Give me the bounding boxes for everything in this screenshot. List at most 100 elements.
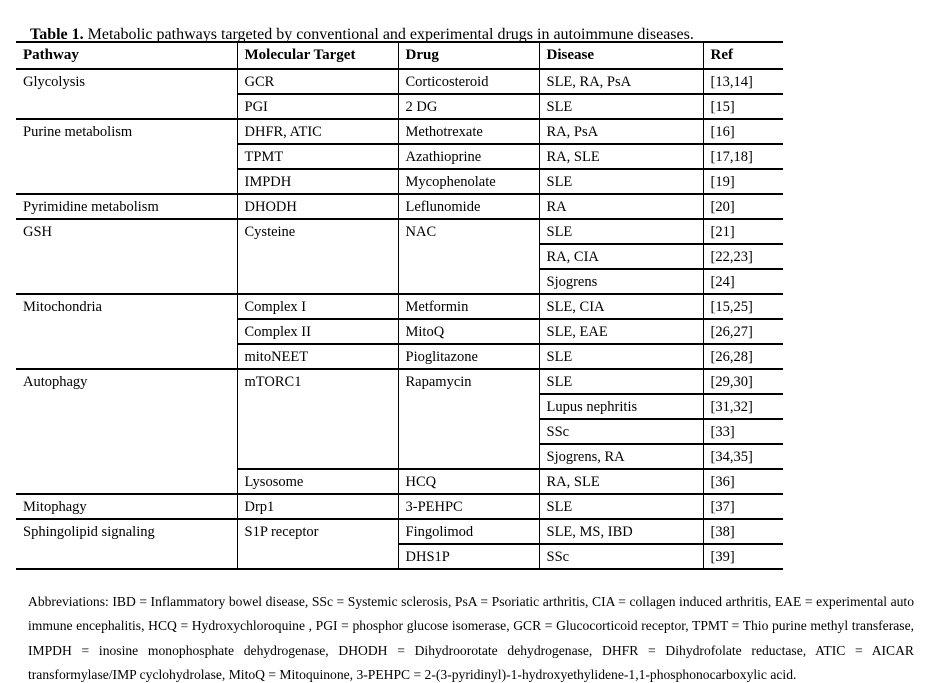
column-header-disease: Disease [538,41,703,70]
column-header-ref: Ref [702,41,783,70]
cell-ref: [39] [702,544,783,570]
cell-target: GCR [236,69,398,95]
cell-disease: RA [538,194,703,220]
cell-disease: RA, PsA [538,119,703,145]
table-row: RA, CIA [22,23] [16,244,783,270]
cell-disease: RA, SLE [538,144,703,170]
abbreviations-note: Abbreviations: IBD = Inflammatory bowel … [28,593,914,683]
cell-disease: SLE [538,494,703,520]
cell-disease: SLE, RA, PsA [538,69,703,95]
table-row: Autophagy mTORC1 Rapamycin SLE [29,30] [16,369,783,495]
table-row: Purine metabolism DHFR, ATIC Methotrexate R… [16,119,783,195]
table-header-row: Pathway Molecular Target Drug Disease Ref [16,41,783,70]
cell-pathway: Pyrimidine metabolism [16,194,237,220]
cell-drug: 3-PEHPC [397,494,539,520]
table-row: Sjogrens [24] [16,269,783,295]
table-row: DHS1P SSc [39] [16,544,783,570]
table-row: GSH Cysteine NAC SLE [21] [16,219,783,295]
cell-drug: Mycophenolate [397,169,539,195]
cell-ref: [20] [702,194,783,220]
cell-target: Drp1 [236,494,398,520]
table-caption: Table 1. Metabolic pathways targeted by … [30,25,694,45]
table-row: SSc [33] [16,419,783,445]
cell-ref: [16] [702,119,783,145]
cell-ref: [15,25] [702,294,783,320]
cell-ref: [33] [702,419,783,445]
cell-ref: [15] [702,94,783,120]
cell-target: Complex II [236,319,398,345]
column-header-target: Molecular Target [236,41,398,70]
cell-disease: SLE, EAE [538,319,703,345]
cell-target: mitoNEET [236,344,398,370]
cell-drug: DHS1P [397,544,539,570]
cell-ref: [38] [702,519,783,545]
cell-ref: [26,28] [702,344,783,370]
cell-pathway: Mitochondria [16,294,237,370]
metabolic-pathways-table: Pathway Molecular Target Drug Disease Ref Gl… [16,41,783,570]
cell-ref: [17,18] [702,144,783,170]
cell-drug: Pioglitazone [397,344,539,370]
cell-pathway: GSH [16,219,237,295]
cell-disease: SLE [538,369,703,395]
cell-drug: Metformin [397,294,539,320]
cell-disease: SLE [538,344,703,370]
cell-target: mTORC1 [236,369,398,470]
cell-disease: SLE, MS, IBD [538,519,703,545]
cell-pathway: Autophagy [16,369,237,495]
cell-drug: Fingolimod [397,519,539,545]
cell-drug: MitoQ [397,319,539,345]
table-row: Complex II MitoQ SLE, EAE [26,27] [16,319,783,345]
cell-disease: Sjogrens, RA [538,444,703,470]
column-header-drug: Drug [397,41,539,70]
table-row: Lupus nephritis [31,32] [16,394,783,420]
table-caption-label: Table 1. [30,26,84,43]
cell-ref: [36] [702,469,783,495]
cell-disease: SLE, CIA [538,294,703,320]
cell-ref: [34,35] [702,444,783,470]
cell-ref: [37] [702,494,783,520]
cell-drug: Rapamycin [397,369,539,470]
cell-target: DHFR, ATIC [236,119,398,145]
cell-drug: Corticosteroid [397,69,539,95]
cell-disease: RA, CIA [538,244,703,270]
cell-drug: HCQ [397,469,539,495]
cell-ref: [24] [702,269,783,295]
cell-pathway: Sphingolipid signaling [16,519,237,570]
cell-pathway: Purine metabolism [16,119,237,195]
cell-target: IMPDH [236,169,398,195]
cell-drug: NAC [397,219,539,295]
table-header: Pathway Molecular Target Drug Disease Ref [16,41,783,70]
table-row: Sphingolipid signaling S1P receptor Fingol… [16,519,783,570]
cell-target: S1P receptor [236,519,398,570]
table-row: Mitochondria Complex I Metformin SLE, CIA [1… [16,294,783,370]
cell-ref: [26,27] [702,319,783,345]
cell-disease: Sjogrens [538,269,703,295]
cell-disease: SLE [538,219,703,245]
cell-target: PGI [236,94,398,120]
table-row: Lysosome HCQ RA, SLE [36] [16,469,783,495]
table-row: TPMT Azathioprine RA, SLE [17,18] [16,144,783,170]
cell-disease: SSc [538,419,703,445]
table-row: IMPDH Mycophenolate SLE [19] [16,169,783,195]
cell-target: Lysosome [236,469,398,495]
table-row: Pyrimidine metabolism DHODH Leflunomide RA[… [16,194,783,220]
cell-drug: 2 DG [397,94,539,120]
cell-drug: Leflunomide [397,194,539,220]
table-row: Glycolysis GCR Corticosteroid SLE, RA, PsA[… [16,69,783,120]
cell-disease: RA, SLE [538,469,703,495]
cell-target: DHODH [236,194,398,220]
cell-target: Complex I [236,294,398,320]
cell-target: Cysteine [236,219,398,295]
cell-ref: [29,30] [702,369,783,395]
table-caption-text: Metabolic pathways targeted by conventio… [87,26,694,43]
cell-target: TPMT [236,144,398,170]
cell-ref: [31,32] [702,394,783,420]
table-row: PGI 2 DG SLE [15] [16,94,783,120]
cell-drug: Azathioprine [397,144,539,170]
table-row: Sjogrens, RA [34,35] [16,444,783,470]
cell-ref: [13,14] [702,69,783,95]
cell-disease: SLE [538,94,703,120]
cell-drug: Methotrexate [397,119,539,145]
cell-disease: SSc [538,544,703,570]
